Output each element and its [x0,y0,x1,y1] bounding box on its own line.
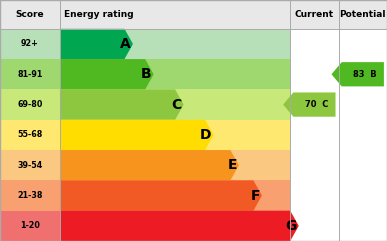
Text: F: F [250,188,260,202]
Bar [60,29,290,59]
Bar [60,180,290,211]
Bar [60,150,290,180]
Text: 83  B: 83 B [353,70,377,79]
Polygon shape [60,59,154,89]
Text: Potential: Potential [339,10,386,19]
Bar [0,89,60,120]
Polygon shape [60,120,214,150]
Text: E: E [228,158,237,172]
Polygon shape [283,93,336,117]
Text: 70  C: 70 C [305,100,328,109]
Text: 39-54: 39-54 [17,161,43,170]
Bar [0,180,60,211]
Text: G: G [286,219,297,233]
Text: A: A [120,37,131,51]
Text: 21-38: 21-38 [17,191,43,200]
Polygon shape [60,211,299,241]
Text: Score: Score [16,10,44,19]
Bar [0,59,60,89]
Text: C: C [171,98,182,112]
Text: 81-91: 81-91 [17,70,43,79]
Text: 92+: 92+ [21,40,39,48]
Polygon shape [60,150,239,180]
Text: 69-80: 69-80 [17,100,43,109]
Text: B: B [141,67,152,81]
Bar [0,211,60,241]
Polygon shape [60,89,184,120]
Bar [60,59,290,89]
Bar [60,120,290,150]
Bar [0,0,387,29]
Polygon shape [60,29,133,59]
Bar [0,120,60,150]
Text: Current: Current [295,10,334,19]
Polygon shape [60,180,262,211]
Bar [60,211,290,241]
Bar [60,89,290,120]
Text: 55-68: 55-68 [17,130,43,139]
Bar [0,150,60,180]
Polygon shape [332,62,384,86]
Text: Energy rating: Energy rating [64,10,134,19]
Text: 1-20: 1-20 [20,221,40,230]
Text: D: D [200,128,212,142]
Bar [0,29,60,59]
